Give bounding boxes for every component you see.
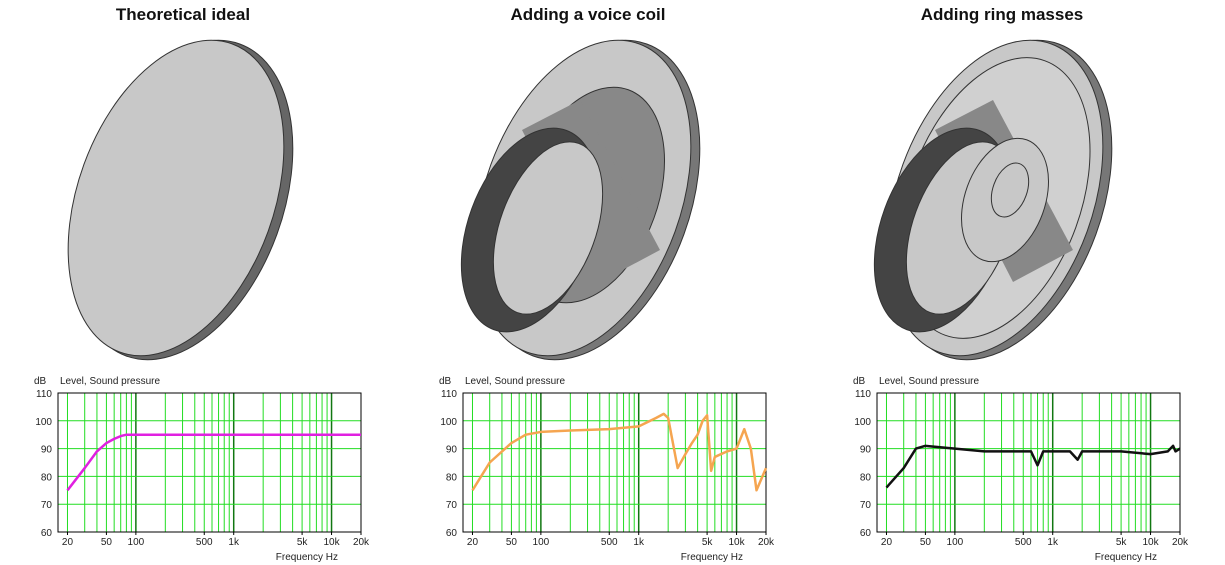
x-axis-label: Frequency Hz — [276, 552, 338, 563]
y-tick-label: 90 — [860, 445, 872, 456]
y-tick-label: 100 — [440, 417, 457, 428]
x-tick-label: 20k — [758, 537, 775, 548]
x-tick-label: 20k — [353, 537, 370, 548]
y-tick-label: 60 — [446, 528, 458, 539]
x-tick-label: 100 — [533, 537, 550, 548]
charts: Theoretical ideal dB Level, Sound pressure… — [34, 5, 1189, 563]
y-axis-label: Level, Sound pressure — [465, 376, 566, 387]
ring — [990, 162, 1030, 218]
chart-title: Adding a voice coil — [511, 5, 666, 24]
x-tick-label: 20 — [881, 537, 893, 548]
line — [471, 412, 768, 492]
y-tick-label: 80 — [41, 472, 53, 483]
x-tick-label: 1k — [633, 537, 645, 548]
line — [66, 433, 361, 492]
x-tick-label: 5k — [1116, 537, 1128, 548]
x-axis-label: Frequency Hz — [681, 552, 743, 563]
y-tick-label: 60 — [41, 528, 53, 539]
y-tick-label: 90 — [446, 445, 458, 456]
x-tick-label: 10k — [323, 537, 340, 548]
x-tick-label: 50 — [506, 537, 518, 548]
y-unit-label: dB — [34, 376, 47, 387]
plot-frame — [876, 392, 1181, 533]
x-tick-label: 50 — [920, 537, 932, 548]
y-tick-label: 100 — [854, 417, 871, 428]
y-axis-label: Level, Sound pressure — [879, 376, 980, 387]
y-tick-label: 110 — [855, 389, 871, 400]
y-axis-label: Level, Sound pressure — [60, 376, 161, 387]
x-tick-label: 20 — [467, 537, 479, 548]
y-tick-label: 90 — [41, 445, 53, 456]
chart-title: Theoretical ideal — [116, 5, 250, 24]
line — [885, 444, 1181, 489]
x-tick-label: 5k — [702, 537, 714, 548]
x-tick-label: 20k — [1172, 537, 1189, 548]
x-tick-label: 500 — [196, 537, 213, 548]
x-tick-label: 1k — [228, 537, 240, 548]
x-tick-label: 1k — [1047, 537, 1059, 548]
x-tick-label: 100 — [128, 537, 145, 548]
y-tick-label: 70 — [446, 500, 458, 511]
x-tick-label: 500 — [601, 537, 618, 548]
x-axis-label: Frequency Hz — [1095, 552, 1157, 563]
y-tick-label: 70 — [41, 500, 53, 511]
y-tick-label: 70 — [860, 500, 872, 511]
y-tick-label: 80 — [446, 472, 458, 483]
plot-frame — [57, 392, 362, 533]
disc — [67, 39, 285, 357]
y-tick-label: 60 — [860, 528, 872, 539]
y-tick-label: 110 — [36, 389, 52, 400]
y-tick-label: 110 — [441, 389, 457, 400]
x-tick-label: 20 — [62, 537, 74, 548]
x-tick-label: 50 — [101, 537, 113, 548]
illustrations — [67, 39, 1113, 361]
plot-frame — [462, 392, 767, 533]
y-tick-label: 100 — [35, 417, 52, 428]
coil-inner — [492, 141, 604, 315]
y-tick-label: 80 — [860, 472, 872, 483]
x-tick-label: 10k — [728, 537, 745, 548]
x-tick-label: 10k — [1142, 537, 1159, 548]
x-tick-label: 100 — [947, 537, 964, 548]
y-unit-label: dB — [439, 376, 452, 387]
x-tick-label: 5k — [297, 537, 309, 548]
y-unit-label: dB — [853, 376, 866, 387]
chart-title: Adding ring masses — [921, 5, 1083, 24]
x-tick-label: 500 — [1015, 537, 1032, 548]
